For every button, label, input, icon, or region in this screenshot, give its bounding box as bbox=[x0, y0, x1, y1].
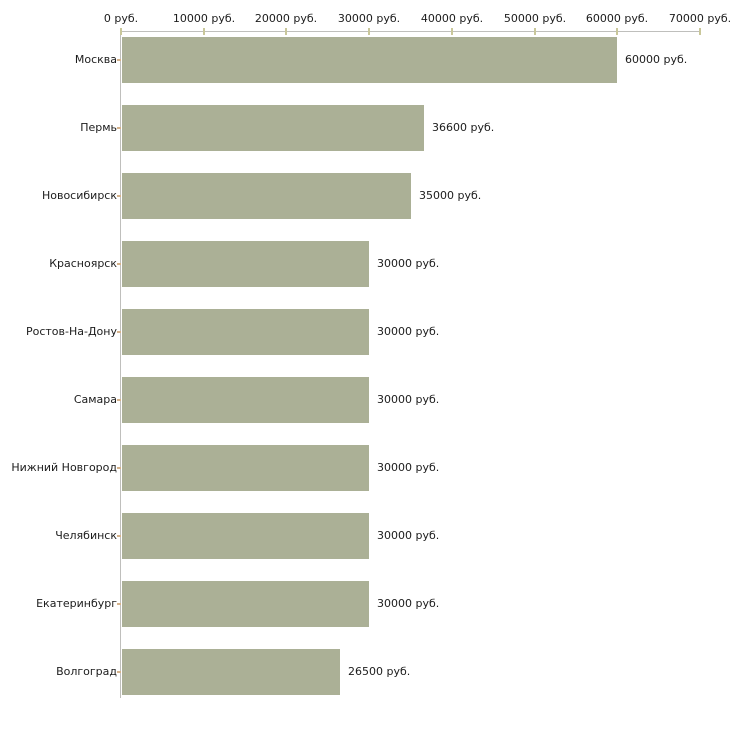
category-label: Нижний Новгород bbox=[11, 461, 117, 474]
y-axis-tick bbox=[117, 195, 121, 197]
x-axis-tick-label: 30000 руб. bbox=[337, 12, 401, 25]
x-axis-tick bbox=[699, 28, 701, 35]
bar-1 bbox=[122, 37, 617, 83]
x-axis-tick-label: 10000 руб. bbox=[172, 12, 236, 25]
x-axis-tick-label: 20000 руб. bbox=[254, 12, 318, 25]
x-axis-tick bbox=[203, 28, 205, 35]
y-axis-tick bbox=[117, 331, 121, 333]
value-label: 26500 руб. bbox=[348, 665, 411, 678]
x-axis-tick bbox=[285, 28, 287, 35]
bar-8 bbox=[122, 513, 369, 559]
y-axis-tick bbox=[117, 671, 121, 673]
x-axis-tick bbox=[451, 28, 453, 35]
value-label: 30000 руб. bbox=[377, 393, 440, 406]
category-label: Челябинск bbox=[55, 529, 117, 542]
x-axis-tick bbox=[534, 28, 536, 35]
value-label: 60000 руб. bbox=[625, 53, 688, 66]
y-axis-tick bbox=[117, 603, 121, 605]
value-label: 30000 руб. bbox=[377, 529, 440, 542]
x-axis-tick-label: 60000 руб. bbox=[585, 12, 649, 25]
x-axis-tick-label: 70000 руб. bbox=[668, 12, 730, 25]
value-label: 30000 руб. bbox=[377, 257, 440, 270]
category-label: Самара bbox=[73, 393, 117, 406]
x-axis-line bbox=[120, 31, 701, 32]
y-axis-tick bbox=[117, 399, 121, 401]
category-label: Волгоград bbox=[56, 665, 117, 678]
bar-9 bbox=[122, 581, 369, 627]
y-axis-tick bbox=[117, 59, 121, 61]
category-label: Новосибирск bbox=[41, 189, 117, 202]
y-axis-line bbox=[120, 31, 121, 698]
value-label: 30000 руб. bbox=[377, 597, 440, 610]
y-axis-tick bbox=[117, 535, 121, 537]
category-label: Екатеринбург bbox=[36, 597, 117, 610]
bar-4 bbox=[122, 241, 369, 287]
x-axis-tick-label: 50000 руб. bbox=[503, 12, 567, 25]
y-axis-tick bbox=[117, 127, 121, 129]
x-axis-tick-label: 40000 руб. bbox=[420, 12, 484, 25]
bar-10 bbox=[122, 649, 340, 695]
category-label: Ростов-На-Дону bbox=[25, 325, 117, 338]
x-axis-tick bbox=[368, 28, 370, 35]
bar-3 bbox=[122, 173, 411, 219]
category-label: Пермь bbox=[80, 121, 117, 134]
value-label: 36600 руб. bbox=[432, 121, 495, 134]
value-label: 35000 руб. bbox=[419, 189, 482, 202]
y-axis-tick bbox=[117, 467, 121, 469]
category-label: Москва bbox=[74, 53, 117, 66]
bar-5 bbox=[122, 309, 369, 355]
x-axis-tick bbox=[120, 28, 122, 35]
bar-6 bbox=[122, 377, 369, 423]
y-axis-tick bbox=[117, 263, 121, 265]
value-label: 30000 руб. bbox=[377, 461, 440, 474]
value-label: 30000 руб. bbox=[377, 325, 440, 338]
category-label: Красноярск bbox=[49, 257, 117, 270]
bar-7 bbox=[122, 445, 369, 491]
x-axis-tick bbox=[616, 28, 618, 35]
x-axis-tick-label: 0 руб. bbox=[103, 12, 139, 25]
bar-2 bbox=[122, 105, 424, 151]
